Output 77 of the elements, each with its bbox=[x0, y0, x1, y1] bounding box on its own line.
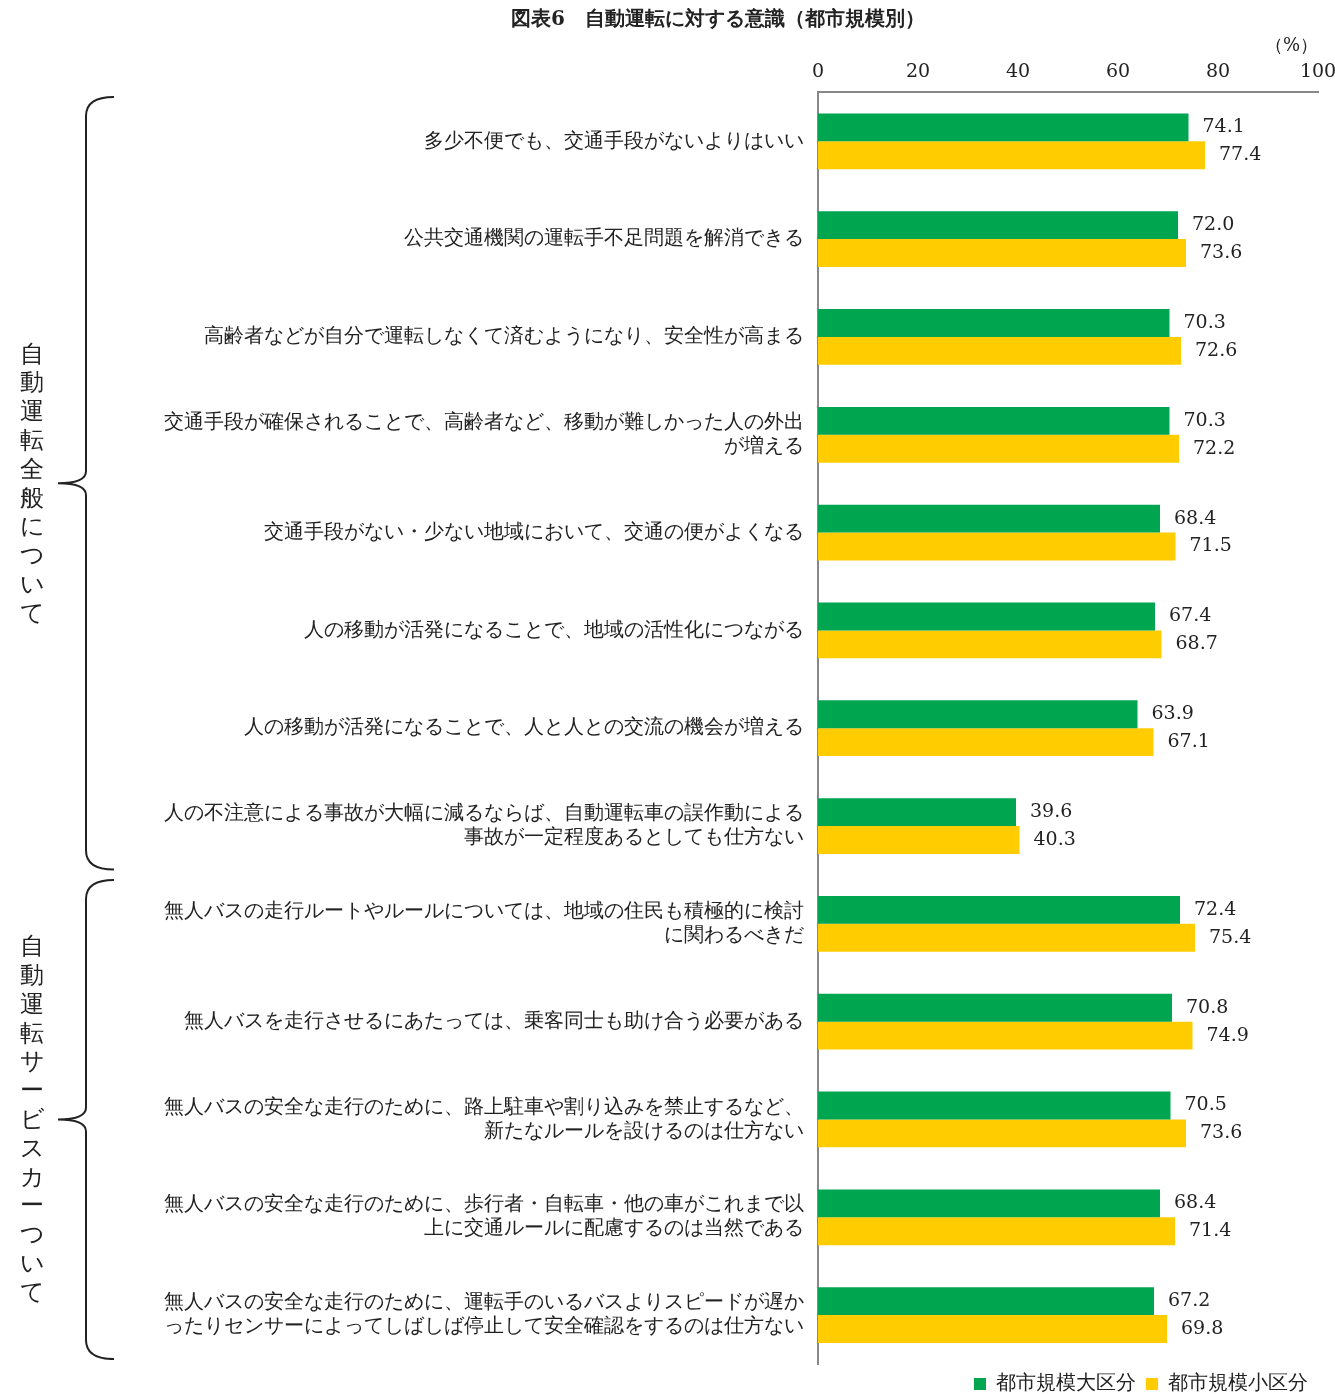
bar bbox=[818, 141, 1205, 170]
data-label: 70.8 bbox=[1186, 994, 1229, 1017]
data-label: 74.1 bbox=[1202, 114, 1245, 137]
x-tick-label: 80 bbox=[1205, 58, 1231, 81]
data-label: 67.2 bbox=[1168, 1288, 1211, 1311]
data-label: 72.0 bbox=[1192, 212, 1235, 235]
bar bbox=[818, 923, 1195, 952]
y-tick-label: 人の移動が活発になることで、地域の活性化につながる bbox=[304, 616, 804, 641]
y-tick-label: 交通手段がない・少ない地域において、交通の便がよくなる bbox=[264, 518, 804, 543]
y-tick-label: 無人バスの安全な走行のために、歩行者・自転車・他の車がこれまで以上に交通ルールに配慮するのは当然である bbox=[164, 1191, 804, 1240]
data-label: 71.5 bbox=[1189, 533, 1232, 556]
bar bbox=[818, 532, 1176, 561]
text: 自動運転全般について bbox=[19, 339, 45, 627]
data-label: 72.2 bbox=[1193, 435, 1236, 458]
text: 自動運転サービスカーついて bbox=[19, 932, 45, 1306]
data-label: 69.8 bbox=[1181, 1315, 1224, 1338]
bar bbox=[818, 1287, 1154, 1316]
bar bbox=[818, 1091, 1171, 1120]
bar bbox=[818, 1021, 1193, 1050]
data-label: 71.4 bbox=[1189, 1218, 1232, 1241]
data-label: 70.3 bbox=[1183, 407, 1226, 430]
x-axis-title: （%） bbox=[1264, 34, 1318, 56]
bar bbox=[818, 113, 1189, 142]
bar bbox=[818, 336, 1181, 365]
bar bbox=[818, 798, 1016, 827]
y-tick-label: 公共交通機関の運転手不足問題を解消できる bbox=[404, 225, 804, 250]
data-label: 63.9 bbox=[1151, 701, 1194, 724]
data-label: 72.4 bbox=[1194, 896, 1237, 919]
data-label: 70.3 bbox=[1183, 309, 1226, 332]
x-tick-label: 40 bbox=[1005, 58, 1031, 81]
x-tick-label: 0 bbox=[811, 58, 825, 81]
y-tick-label: 人の移動が活発になることで、人と人との交流の機会が増える bbox=[244, 714, 804, 739]
data-label: 70.5 bbox=[1184, 1092, 1227, 1115]
bar bbox=[818, 895, 1180, 924]
legend-label: 都市規模大区分 bbox=[996, 1370, 1136, 1395]
bar bbox=[818, 504, 1160, 533]
bar bbox=[818, 826, 1020, 854]
chart-title: 図表6 自動運転に対する意識（都市規模別） bbox=[511, 6, 925, 31]
bar bbox=[818, 728, 1154, 757]
bar bbox=[818, 993, 1172, 1022]
x-tick-label: 20 bbox=[905, 58, 931, 81]
data-label: 39.6 bbox=[1030, 799, 1073, 822]
x-tick-label: 100 bbox=[1299, 58, 1335, 81]
y-tick-label: 多少不便でも、交通手段がないよりはいい bbox=[424, 127, 804, 152]
bar bbox=[818, 1119, 1186, 1148]
data-label: 67.1 bbox=[1167, 729, 1210, 752]
bar bbox=[818, 211, 1178, 240]
data-label: 68.4 bbox=[1174, 505, 1217, 528]
bar bbox=[818, 1217, 1175, 1246]
bar bbox=[818, 239, 1186, 267]
bar bbox=[818, 434, 1179, 463]
y-tick-label: 交通手段が確保されることで、高齢者など、移動が難しかった人の外出が増える bbox=[164, 408, 804, 457]
data-label: 75.4 bbox=[1209, 924, 1252, 947]
y-tick-label: 無人バスの安全な走行のために、運転手のいるバスよりスピードが遅かったりセンサーによってしばしば停止して安全確認をするのは仕方ない bbox=[164, 1289, 804, 1338]
data-label: 77.4 bbox=[1219, 142, 1262, 165]
data-label: 68.4 bbox=[1174, 1190, 1217, 1213]
bar bbox=[818, 1315, 1167, 1343]
y-tick-label: 無人バスの走行ルートやルールについては、地域の住民も積極的に検討に関わるべきだ bbox=[164, 898, 804, 947]
data-label: 40.3 bbox=[1033, 826, 1076, 849]
y-tick-label: 人の不注意による事故が大幅に減るならば、自動運転車の誤作動による事故が一定程度あるとしても仕方ない bbox=[164, 800, 804, 849]
bar bbox=[818, 630, 1162, 659]
bar bbox=[818, 700, 1138, 729]
data-label: 68.7 bbox=[1175, 631, 1218, 654]
legend-label: 都市規模小区分 bbox=[1168, 1370, 1308, 1395]
data-label: 73.6 bbox=[1200, 1120, 1243, 1143]
data-label: 74.9 bbox=[1206, 1022, 1249, 1045]
bar bbox=[818, 1189, 1160, 1218]
bar bbox=[818, 309, 1170, 337]
bar bbox=[818, 406, 1170, 435]
data-label: 73.6 bbox=[1200, 240, 1243, 262]
data-label: 67.4 bbox=[1169, 603, 1212, 626]
y-tick-label: 無人バスの安全な走行のために、路上駐車や割り込みを禁止するなど、新たなルールを設けるのは仕方ない bbox=[164, 1093, 804, 1142]
bar bbox=[818, 602, 1155, 631]
x-tick-label: 60 bbox=[1105, 58, 1131, 81]
y-tick-label: 無人バスを走行させるにあたっては、乗客同士も助け合う必要がある bbox=[184, 1007, 804, 1032]
y-tick-label: 高齢者などが自分で運転しなくて済むようになり、安全性が高まる bbox=[204, 323, 804, 348]
data-label: 72.6 bbox=[1195, 337, 1238, 360]
